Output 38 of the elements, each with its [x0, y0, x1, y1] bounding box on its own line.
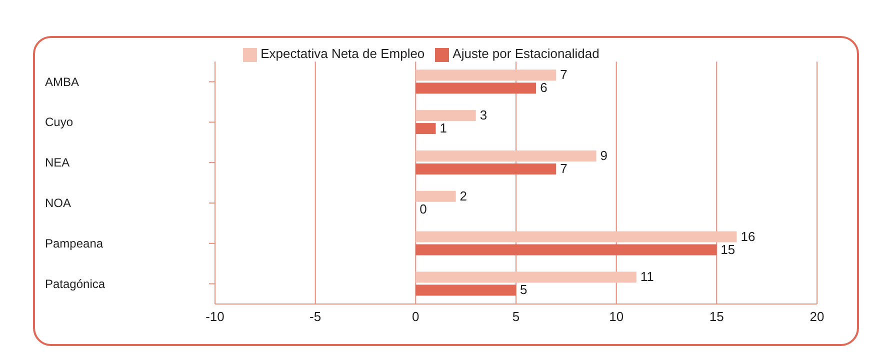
x-tick-label: -10	[206, 309, 224, 324]
bar	[416, 123, 436, 134]
data-label: 7	[560, 67, 568, 82]
bar	[416, 70, 556, 81]
data-label: 16	[740, 228, 756, 244]
data-label: 3	[480, 108, 488, 123]
x-tick-label: 0	[412, 309, 420, 324]
x-tick-label: 20	[810, 309, 824, 324]
data-label: 2	[460, 188, 468, 204]
legend-label: Ajuste por Estacionalidad	[452, 46, 600, 61]
bar	[416, 272, 636, 283]
y-tick-label: NEA	[45, 156, 70, 170]
y-tick-label: NOA	[45, 196, 72, 210]
x-tick-label: 10	[609, 309, 624, 324]
data-label: 7	[560, 160, 568, 176]
data-label: 11	[640, 269, 654, 284]
y-tick-label: Patagónica	[45, 276, 106, 291]
x-tick-label: -5	[310, 309, 322, 324]
bar	[416, 82, 536, 94]
data-label: 6	[540, 80, 548, 96]
data-label: 15	[720, 242, 736, 257]
x-tick-label: 15	[709, 309, 724, 324]
data-label: 5	[520, 282, 528, 298]
legend-label: Expectativa Neta de Empleo	[260, 46, 425, 61]
y-tick-label: Cuyo	[45, 115, 74, 130]
bar	[416, 163, 556, 174]
data-label: 9	[600, 148, 608, 163]
bar	[416, 284, 516, 296]
bar	[416, 190, 456, 202]
bar	[416, 150, 596, 162]
y-tick-label: AMBA	[45, 74, 80, 89]
bar	[416, 231, 737, 242]
x-tick-label: 5	[512, 309, 520, 324]
y-tick-label: Pampeana	[45, 236, 104, 250]
data-label: 1	[440, 120, 447, 136]
bar	[416, 110, 476, 122]
data-label: 0	[420, 201, 427, 216]
bar	[416, 244, 717, 256]
